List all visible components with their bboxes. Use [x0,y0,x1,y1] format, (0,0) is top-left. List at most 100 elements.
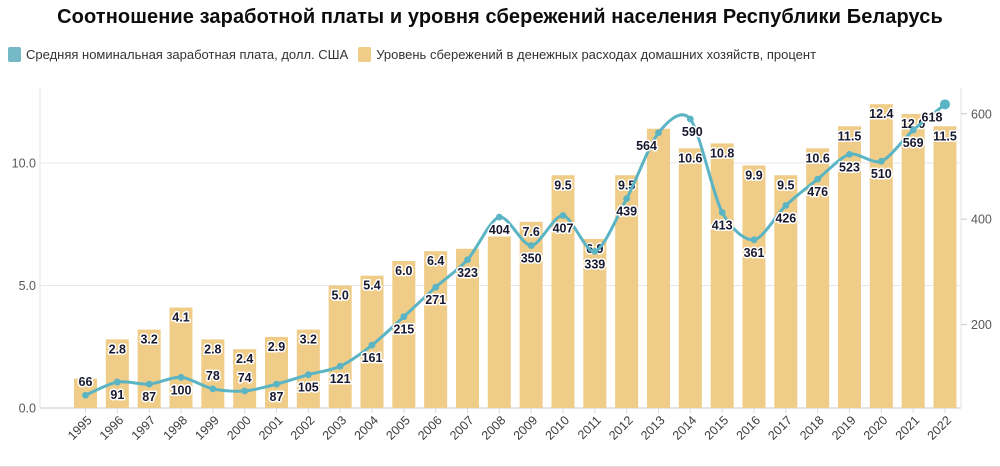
legend-item-savings: Уровень сбережений в денежных расходах д… [358,47,816,62]
wage-point-2017[interactable] [782,202,790,209]
wage-label-2006: 271 [425,293,446,307]
x-axis-label-2015: 2015 [702,413,732,443]
wage-label-2016: 361 [744,246,765,260]
wage-point-2006[interactable] [432,283,440,291]
wage-point-2003[interactable] [336,362,344,370]
wage-label-2005: 215 [393,323,414,337]
wage-label-1996: 91 [110,388,124,402]
x-axis-label-2009: 2009 [511,413,541,443]
bar-2020[interactable] [869,104,893,408]
wage-point-2001[interactable] [273,380,280,388]
bar-label-2005: 6.0 [395,264,412,278]
x-axis-label-2013: 2013 [638,413,668,443]
bar-2009[interactable] [519,221,543,408]
x-axis-label-2001: 2001 [256,413,286,443]
wage-point-2021[interactable] [909,126,917,134]
wage-label-1999: 78 [206,369,220,383]
bar-2012[interactable] [615,175,639,408]
x-axis-label-2016: 2016 [734,413,764,443]
wage-point-2010[interactable] [559,212,567,219]
bar-1996[interactable] [105,339,129,408]
bar-label-2021: 12.0 [901,117,925,131]
bar-2015[interactable] [710,143,734,408]
wage-label-1997: 87 [142,390,156,404]
right-axis-tick-label: 600 [971,107,992,121]
bar-2021[interactable] [901,114,925,408]
wage-label-2015: 413 [712,218,733,232]
wage-point-2020[interactable] [877,157,885,165]
bar-label-2010: 9.5 [554,178,571,192]
right-axis-tick-label: 200 [971,318,992,332]
bar-2008[interactable] [487,236,511,409]
bar-1998[interactable] [169,307,193,408]
x-axis-label-2007: 2007 [447,413,477,443]
wage-point-2014[interactable] [686,115,694,123]
x-axis-label-2021: 2021 [893,413,923,443]
wage-point-2009[interactable] [527,242,535,249]
wage-point-2016[interactable] [750,236,758,244]
bar-2013[interactable] [646,128,670,408]
wage-label-2008: 404 [489,223,510,237]
wage-label-2011: 339 [584,257,605,271]
x-axis-label-2008: 2008 [479,413,509,443]
wage-point-2013[interactable] [655,129,662,137]
wage-point-2008[interactable] [495,213,503,221]
bar-2018[interactable] [806,148,830,409]
bar-2019[interactable] [837,126,861,408]
x-axis-label-2022: 2022 [925,413,955,443]
wage-point-1999[interactable] [209,385,217,393]
x-axis-label-2012: 2012 [606,413,636,443]
bar-2005[interactable] [392,261,416,408]
bar-2017[interactable] [774,175,798,408]
left-axis-tick-label: 0.0 [19,402,36,416]
bar-label-2022: 11.5 [933,129,957,143]
legend-item-wage: Средняя номинальная заработная плата, до… [8,47,348,62]
x-axis-label-2003: 2003 [320,413,350,443]
x-axis-label-2020: 2020 [861,413,891,443]
wage-point-2012[interactable] [623,195,631,203]
bar-2007[interactable] [455,248,479,408]
bar-label-2018: 10.6 [805,151,829,165]
wage-point-2022[interactable] [939,99,950,110]
wage-point-2005[interactable] [400,313,408,321]
wage-point-2002[interactable] [304,371,312,379]
wage-point-2018[interactable] [814,175,822,183]
wage-label-2009: 350 [521,252,542,266]
wage-point-2015[interactable] [718,208,726,216]
wage-line [84,102,947,397]
wage-point-2000[interactable] [241,387,249,395]
wage-point-2004[interactable] [368,341,376,349]
bar-label-2017: 9.5 [777,178,794,192]
bar-2001[interactable] [264,336,288,408]
bar-1997[interactable] [137,329,161,408]
wage-label-2014: 590 [682,125,703,139]
wage-point-1996[interactable] [113,378,121,386]
bar-2006[interactable] [424,251,448,408]
wage-point-1997[interactable] [145,380,153,388]
bar-2022[interactable] [933,126,957,408]
wage-label-2019: 523 [839,160,860,174]
wage-point-1995[interactable] [82,391,89,399]
wage-label-2013: 564 [636,139,657,153]
bar-2002[interactable] [296,329,320,408]
legend-label-wage: Средняя номинальная заработная плата, до… [26,47,349,62]
wage-point-1998[interactable] [177,373,185,381]
bar-label-1996: 2.8 [109,342,126,356]
wage-point-2011[interactable] [591,247,599,255]
bar-2011[interactable] [583,238,607,408]
wage-label-2004: 161 [362,351,383,365]
bar-2014[interactable] [678,148,702,409]
wage-point-2019[interactable] [846,150,853,158]
bar-2010[interactable] [551,175,575,408]
wage-label-1998: 100 [171,383,192,397]
x-axis-label-2014: 2014 [670,413,700,443]
bar-2000[interactable] [233,349,257,408]
wage-point-2007[interactable] [464,256,471,264]
bar-2016[interactable] [742,165,766,408]
x-axis-label-2006: 2006 [415,413,445,443]
x-axis-label-1995: 1995 [65,413,95,443]
bar-2003[interactable] [328,285,352,409]
bar-label-2001: 2.9 [268,340,285,354]
x-axis-label-2011: 2011 [575,413,604,442]
